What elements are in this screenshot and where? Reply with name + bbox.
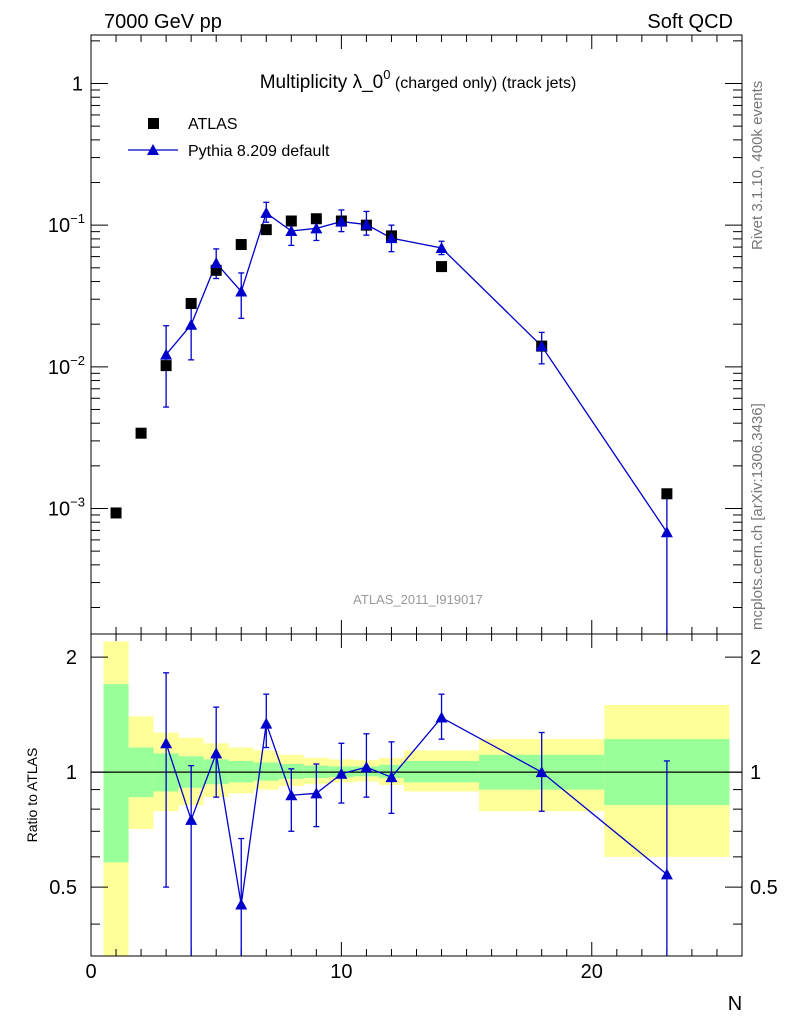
y-tick-label: 10−2 [48, 353, 85, 379]
ratio-data-point [435, 711, 448, 723]
mc-data-point [310, 222, 323, 234]
ratio-y-tick-label-left: 0.5 [49, 877, 77, 899]
atlas-data-point [160, 360, 172, 372]
green-band-bin [103, 684, 129, 863]
mc-data-point [660, 526, 673, 538]
atlas-data-point [285, 215, 297, 227]
plot-title-rest: (charged only) (track jets) [390, 75, 576, 92]
ratio-data-point [210, 747, 223, 759]
ratio-data-point [160, 737, 173, 749]
ratio-data-point [185, 813, 198, 825]
atlas-data-point [210, 264, 222, 276]
ratio-data-point [235, 898, 248, 910]
ratio-y-tick-label-right: 1 [750, 762, 761, 784]
ratio-data-point [260, 717, 273, 729]
header-left-label: 7000 GeV pp [104, 11, 222, 33]
rivet-label: Rivet 3.1.10, 400k events [749, 81, 766, 250]
atlas-data-point [110, 507, 122, 519]
x-tick-label: 20 [581, 961, 603, 983]
ratio-y-tick-label-left: 2 [66, 647, 77, 669]
atlas-data-point [260, 224, 272, 236]
ratio-axis-label: Ratio to ATLAS [24, 748, 40, 843]
atlas-data-point [235, 239, 247, 251]
lower-data [160, 672, 673, 956]
mc-data-point [160, 348, 173, 360]
mc-data-point [335, 215, 348, 227]
mc-data-point [235, 285, 248, 297]
mcplots-label: mcplots.cern.ch [arXiv:1306.3436] [749, 403, 766, 630]
x-axis-label: N [728, 993, 742, 1015]
atlas-data-point [135, 427, 147, 439]
ratio-y-tick-label-left: 1 [66, 762, 77, 784]
mc-data-point [260, 206, 273, 218]
ratio-y-tick-label-right: 0.5 [750, 877, 778, 899]
analysis-label: ATLAS_2011_I919017 [353, 592, 483, 607]
legend-atlas-marker [148, 118, 159, 129]
atlas-data-point [436, 261, 448, 273]
mc-data-point [535, 340, 548, 352]
ratio-data-point [535, 766, 548, 778]
atlas-data-point [185, 297, 197, 309]
plot-title: Multiplicity λ_00 (charged only) (track … [260, 67, 577, 93]
header-right-label: Soft QCD [647, 11, 733, 33]
ratio-data-point [310, 787, 323, 799]
y-tick-label: 1 [72, 74, 83, 96]
mc-data-point [210, 257, 223, 269]
ratio-bands [103, 641, 730, 956]
mc-data-point [385, 232, 398, 244]
mc-series-line [165, 211, 668, 533]
atlas-data-point [310, 213, 322, 225]
ratio-data-point [660, 868, 673, 880]
mc-data-point [185, 318, 198, 330]
y-tick-label: 10−3 [48, 494, 85, 520]
plot-title-main: Multiplicity λ_0 [260, 72, 384, 93]
atlas-data-point [661, 488, 673, 500]
lower-frame [90, 633, 743, 957]
lower-axes: 0.5 0.51 12 20 10 20 [49, 634, 778, 983]
legend-mc-marker [147, 144, 159, 155]
legend-atlas-label: ATLAS [188, 116, 238, 133]
ratio-data-point [385, 771, 398, 783]
x-tick-label: 10 [330, 961, 352, 983]
ratio-data-point [335, 767, 348, 779]
x-tick-label: 0 [85, 961, 96, 983]
ratio-data-point [360, 761, 373, 773]
legend: ATLAS Pythia 8.209 default [128, 116, 330, 160]
mc-data-point [285, 224, 298, 236]
upper-data [110, 201, 673, 634]
mc-data-point [435, 241, 448, 253]
y-tick-label: 10−1 [48, 211, 85, 237]
mc-data-point [360, 218, 373, 230]
ratio-y-tick-label-right: 2 [750, 647, 761, 669]
legend-mc-label: Pythia 8.209 default [188, 143, 330, 160]
ratio-data-point [285, 789, 298, 801]
plot-title-sup: 0 [383, 67, 390, 82]
